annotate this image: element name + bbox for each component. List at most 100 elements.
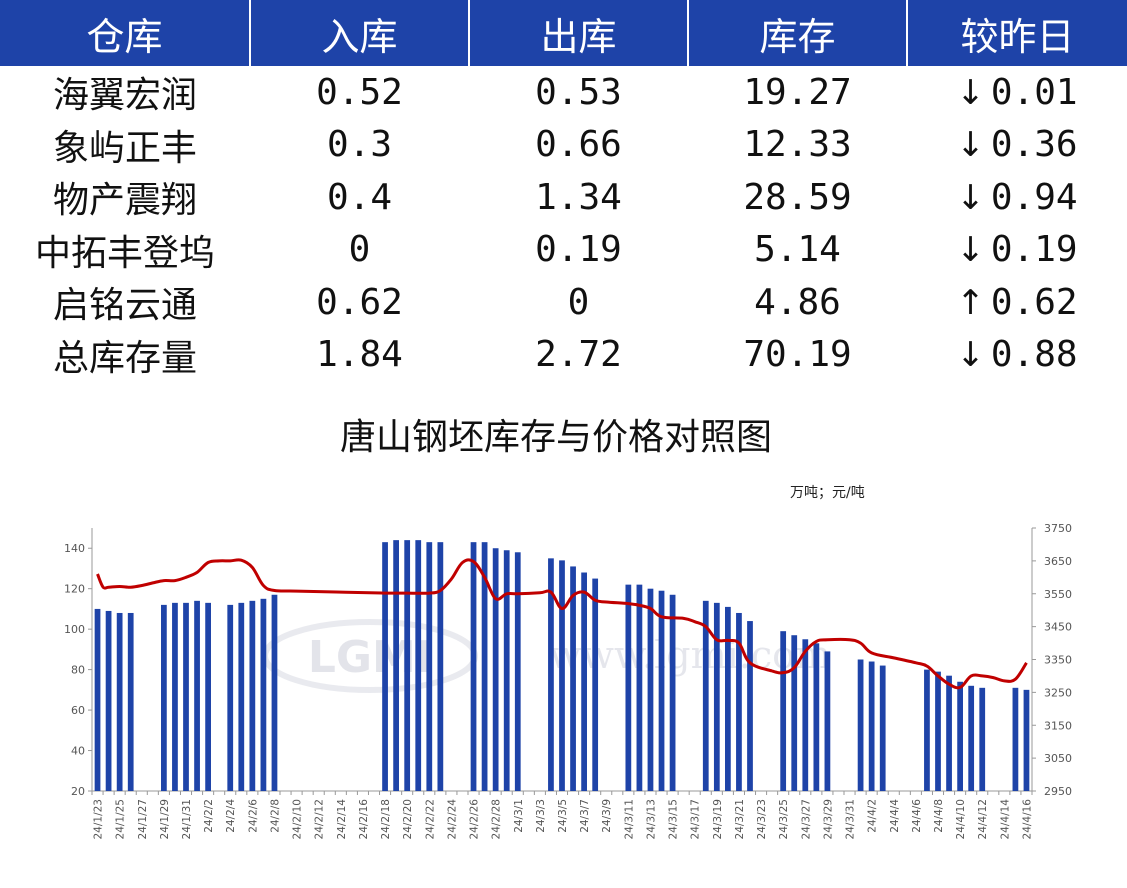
arrow-down-icon: ↓ bbox=[956, 72, 985, 113]
change-cell: ↓ 0.36 bbox=[907, 119, 1127, 172]
inbound-cell: 0.52 bbox=[316, 71, 403, 113]
change-cell: ↓ 0.94 bbox=[907, 171, 1127, 224]
x-tick-label: 24/3/7 bbox=[579, 799, 591, 833]
x-tick-label: 24/1/31 bbox=[181, 799, 193, 839]
inventory-bar bbox=[747, 621, 753, 791]
warehouse-cell: 物产震翔 bbox=[52, 180, 197, 222]
outbound-cell: 0.66 bbox=[535, 124, 622, 166]
inventory-bar bbox=[713, 602, 720, 791]
x-tick-label: 24/2/4 bbox=[225, 799, 237, 833]
inventory-bar bbox=[813, 643, 820, 791]
inventory-bar bbox=[935, 671, 941, 791]
y-right-tick-label: 3450 bbox=[1044, 621, 1072, 634]
x-tick-label: 24/3/11 bbox=[623, 799, 635, 839]
x-tick-label: 24/3/21 bbox=[734, 799, 746, 839]
inventory-bar bbox=[183, 602, 189, 791]
header-warehouse: 仓库 bbox=[0, 0, 250, 66]
x-tick-label: 24/3/31 bbox=[845, 799, 857, 839]
stock-cell: 19.27 bbox=[743, 71, 852, 113]
x-tick-label: 24/3/17 bbox=[690, 799, 702, 839]
change-value: 0.19 bbox=[990, 229, 1078, 271]
outbound-cell: 0.53 bbox=[535, 71, 622, 113]
table-header-row: 仓库 入库 出库 库存 较昨日 bbox=[0, 0, 1127, 66]
inventory-bar bbox=[548, 558, 554, 791]
inventory-bar bbox=[1012, 687, 1019, 791]
inventory-bar bbox=[968, 685, 975, 791]
inventory-bar bbox=[857, 659, 864, 791]
x-tick-label: 24/3/9 bbox=[601, 799, 613, 833]
x-tick-label: 24/3/15 bbox=[668, 799, 680, 839]
x-tick-label: 24/2/16 bbox=[358, 799, 370, 840]
table-row: 中拓丰登坞 0 0.19 5.14 ↓ 0.19 bbox=[0, 224, 1127, 277]
y-right-tick-label: 3350 bbox=[1044, 654, 1072, 667]
table-row: 象屿正丰 0.3 0.66 12.33 ↓ 0.36 bbox=[0, 119, 1127, 172]
header-stock: 库存 bbox=[687, 0, 907, 66]
inventory-bar bbox=[271, 594, 278, 791]
warehouse-cell: 总库存量 bbox=[52, 337, 197, 379]
inventory-bar bbox=[669, 594, 676, 791]
chart-title: 唐山钢坯库存与价格对照图 bbox=[339, 417, 772, 458]
inventory-bar bbox=[481, 542, 488, 791]
change-cell: ↓ 0.01 bbox=[907, 66, 1127, 119]
chart-unit-label: 万吨；元/吨 bbox=[790, 485, 865, 501]
x-tick-label: 24/4/4 bbox=[889, 799, 901, 833]
x-tick-label: 24/3/3 bbox=[535, 799, 547, 833]
x-tick-label: 24/3/1 bbox=[513, 799, 525, 833]
inventory-bar bbox=[249, 600, 256, 791]
stock-cell: 12.33 bbox=[743, 124, 852, 166]
x-tick-label: 24/3/13 bbox=[645, 799, 657, 839]
table-body: 海翼宏润 0.52 0.53 19.27 ↓ 0.01 象屿正丰 0.3 0.66 12.33 ↓ 0… bbox=[0, 66, 1127, 381]
warehouse-cell: 海翼宏润 bbox=[52, 75, 197, 117]
x-tick-label: 24/2/28 bbox=[491, 799, 503, 839]
arrow-down-icon: ↓ bbox=[956, 177, 985, 218]
change-value: 0.36 bbox=[990, 124, 1078, 166]
inventory-bar bbox=[791, 635, 798, 791]
inventory-bar bbox=[503, 550, 510, 791]
arrow-up-icon: ↑ bbox=[956, 282, 985, 323]
y-right-tick-label: 3750 bbox=[1044, 522, 1072, 535]
change-value: 0.94 bbox=[990, 176, 1078, 218]
inventory-bar bbox=[105, 610, 112, 791]
change-cell: ↑ 0.62 bbox=[907, 276, 1127, 329]
stock-cell: 5.14 bbox=[754, 229, 841, 271]
x-tick-label: 24/1/29 bbox=[159, 799, 171, 839]
inventory-table: 仓库 入库 出库 库存 较昨日 海翼宏润 0.52 0.53 19.27 ↓ 0.01 象屿… bbox=[0, 0, 1127, 381]
inventory-bar bbox=[492, 548, 499, 791]
inbound-cell: 1.84 bbox=[316, 334, 403, 376]
inventory-bar bbox=[924, 669, 930, 791]
inbound-cell: 0 bbox=[348, 229, 371, 271]
inventory-bar bbox=[647, 588, 654, 791]
x-tick-label: 24/3/27 bbox=[800, 799, 812, 839]
x-tick-label: 24/2/8 bbox=[269, 799, 281, 833]
x-tick-label: 24/2/22 bbox=[424, 799, 436, 839]
header-inbound: 入库 bbox=[249, 0, 469, 66]
y-left-tick-label: 120 bbox=[64, 583, 85, 596]
y-left-tick-label: 20 bbox=[71, 785, 85, 798]
inventory-bar bbox=[194, 600, 200, 791]
y-right-tick-label: 3650 bbox=[1044, 555, 1072, 568]
x-tick-label: 24/1/27 bbox=[137, 799, 149, 839]
outbound-cell: 0.19 bbox=[535, 229, 622, 271]
inventory-bar bbox=[957, 681, 963, 791]
inbound-cell: 0.62 bbox=[316, 281, 403, 323]
x-tick-label: 24/1/23 bbox=[93, 799, 105, 839]
inventory-bar bbox=[868, 661, 875, 791]
table-row: 总库存量 1.84 2.72 70.19 ↓ 0.88 bbox=[0, 329, 1127, 382]
stock-cell: 70.19 bbox=[743, 334, 852, 376]
y-right-tick-label: 2950 bbox=[1044, 785, 1072, 798]
y-left-tick-label: 40 bbox=[71, 745, 85, 758]
table-row: 海翼宏润 0.52 0.53 19.27 ↓ 0.01 bbox=[0, 66, 1127, 119]
x-tick-label: 24/2/24 bbox=[446, 799, 458, 840]
x-tick-label: 24/4/14 bbox=[999, 799, 1011, 840]
watermark-logo-text: LGMI bbox=[308, 632, 432, 683]
warehouse-cell: 象屿正丰 bbox=[52, 127, 197, 169]
inventory-bar bbox=[658, 590, 665, 791]
stock-cell: 28.59 bbox=[743, 176, 852, 218]
x-tick-label: 24/1/25 bbox=[115, 799, 127, 839]
inventory-bar bbox=[382, 542, 388, 791]
inventory-bar bbox=[592, 578, 599, 791]
change-cell: ↓ 0.19 bbox=[907, 224, 1127, 277]
x-tick-label: 24/4/16 bbox=[1021, 799, 1033, 840]
inventory-bar bbox=[802, 639, 809, 791]
